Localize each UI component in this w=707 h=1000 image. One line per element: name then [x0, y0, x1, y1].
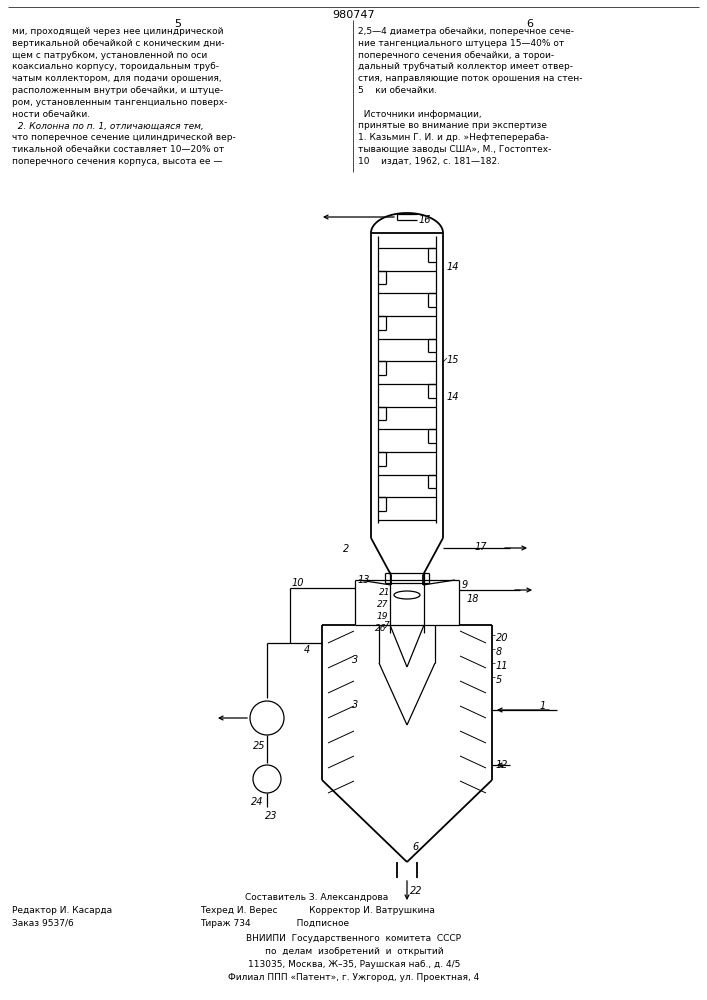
Text: 5    ки обечайки.: 5 ки обечайки.: [358, 86, 437, 95]
Text: 18: 18: [467, 594, 479, 604]
Text: по  делам  изобретений  и  открытий: по делам изобретений и открытий: [264, 947, 443, 956]
Text: 12: 12: [496, 760, 508, 770]
Text: Составитель З. Александрова: Составитель З. Александрова: [245, 893, 388, 902]
Text: Заказ 9537/6: Заказ 9537/6: [12, 919, 74, 928]
Text: поперечного сечения обечайки, а торои-: поперечного сечения обечайки, а торои-: [358, 51, 554, 60]
Text: 8: 8: [496, 647, 502, 657]
Text: ности обечайки.: ности обечайки.: [12, 110, 90, 119]
Text: 10    издат, 1962, с. 181—182.: 10 издат, 1962, с. 181—182.: [358, 157, 500, 166]
Text: 17: 17: [475, 542, 488, 552]
Text: 3: 3: [352, 655, 358, 665]
Text: вертикальной обечайкой с коническим дни-: вертикальной обечайкой с коническим дни-: [12, 39, 225, 48]
Text: Источники информации,: Источники информации,: [358, 110, 481, 119]
Text: 22: 22: [410, 886, 423, 896]
Text: 1: 1: [540, 701, 547, 711]
Text: 3: 3: [352, 700, 358, 710]
Text: коаксиально корпусу, тороидальным труб-: коаксиально корпусу, тороидальным труб-: [12, 62, 219, 71]
Text: 27: 27: [377, 600, 389, 609]
Text: ние тангенциального штуцера 15—40% от: ние тангенциального штуцера 15—40% от: [358, 39, 564, 48]
Text: 23: 23: [265, 811, 278, 821]
Text: 9: 9: [462, 580, 468, 590]
Text: 1. Казьмин Г. И. и др. »Нефтеперераба-: 1. Казьмин Г. И. и др. »Нефтеперераба-: [358, 133, 549, 142]
Text: ми, проходящей через нее цилиндрической: ми, проходящей через нее цилиндрической: [12, 27, 223, 36]
Text: 13: 13: [358, 575, 370, 585]
Text: расположенным внутри обечайки, и штуце-: расположенным внутри обечайки, и штуце-: [12, 86, 223, 95]
Text: 5: 5: [175, 19, 182, 29]
Text: 2. Колонна по п. 1, отличающаяся тем,: 2. Колонна по п. 1, отличающаяся тем,: [12, 121, 204, 130]
Text: ВНИИПИ  Государственного  комитета  СССР: ВНИИПИ Государственного комитета СССР: [247, 934, 462, 943]
Text: 4: 4: [304, 645, 310, 655]
Text: что поперечное сечение цилиндрической вер-: что поперечное сечение цилиндрической ве…: [12, 133, 235, 142]
Text: ром, установленным тангенциально поверх-: ром, установленным тангенциально поверх-: [12, 98, 228, 107]
Text: 6: 6: [412, 842, 419, 852]
Text: 16: 16: [419, 215, 431, 225]
Text: Тираж 734                Подписное: Тираж 734 Подписное: [200, 919, 349, 928]
Text: 20: 20: [496, 633, 508, 643]
Text: 26: 26: [375, 624, 387, 633]
Text: 2: 2: [343, 544, 349, 554]
Text: 19: 19: [377, 612, 389, 621]
Text: 5: 5: [496, 675, 502, 685]
Text: 2,5—4 диаметра обечайки, поперечное сече-: 2,5—4 диаметра обечайки, поперечное сече…: [358, 27, 574, 36]
Text: тикальной обечайки составляет 10—20% от: тикальной обечайки составляет 10—20% от: [12, 145, 224, 154]
Text: тывающие заводы США», М., Гостоптех-: тывающие заводы США», М., Гостоптех-: [358, 145, 551, 154]
Text: дальный трубчатый коллектор имеет отвер-: дальный трубчатый коллектор имеет отвер-: [358, 62, 573, 71]
Text: Техред И. Верес           Корректор И. Ватрушкина: Техред И. Верес Корректор И. Ватрушкина: [200, 906, 435, 915]
Text: 15: 15: [447, 355, 460, 365]
Text: 980747: 980747: [333, 10, 375, 20]
Text: 11: 11: [496, 661, 508, 671]
Text: поперечного сечения корпуса, высота ее —: поперечного сечения корпуса, высота ее —: [12, 157, 223, 166]
Text: 14: 14: [447, 262, 460, 272]
Text: 14: 14: [447, 392, 460, 402]
Text: принятые во внимание при экспертизе: принятые во внимание при экспертизе: [358, 121, 547, 130]
Text: 7: 7: [383, 621, 389, 630]
Text: 6: 6: [527, 19, 534, 29]
Text: чатым коллектором, для подачи орошения,: чатым коллектором, для подачи орошения,: [12, 74, 221, 83]
Text: 113035, Москва, Ж–35, Раушская наб., д. 4/5: 113035, Москва, Ж–35, Раушская наб., д. …: [248, 960, 460, 969]
Text: Филиал ППП «Патент», г. Ужгород, ул. Проектная, 4: Филиал ППП «Патент», г. Ужгород, ул. Про…: [228, 973, 479, 982]
Text: Редактор И. Касарда: Редактор И. Касарда: [12, 906, 112, 915]
Text: стия, направляющие поток орошения на стен-: стия, направляющие поток орошения на сте…: [358, 74, 583, 83]
Text: 24: 24: [251, 797, 264, 807]
Text: щем с патрубком, установленной по оси: щем с патрубком, установленной по оси: [12, 51, 207, 60]
Text: 10: 10: [292, 578, 305, 588]
Text: 25: 25: [253, 741, 266, 751]
Text: 21: 21: [379, 588, 390, 597]
